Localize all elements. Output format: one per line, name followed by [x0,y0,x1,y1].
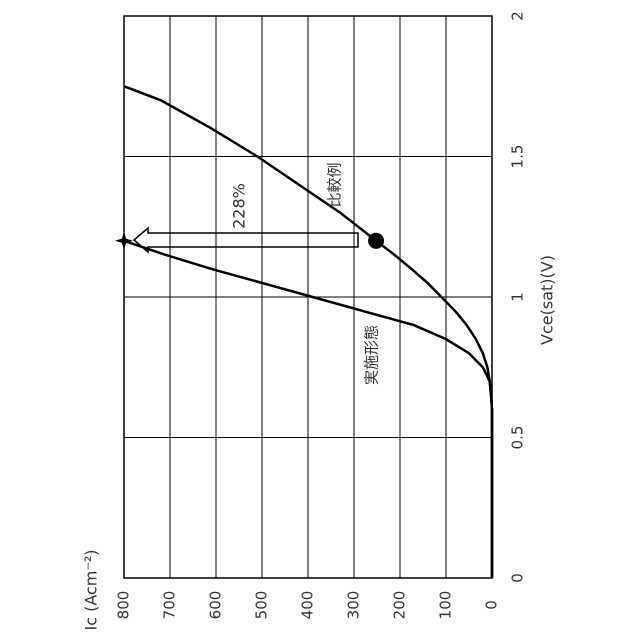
x-tick-label: 2 [509,11,527,21]
embodiment-point [115,232,133,250]
y-tick-label: 500 [253,591,271,620]
y-tick-label: 400 [299,591,317,620]
x-tick-label: 0 [509,573,527,583]
y-tick-label: 100 [437,591,455,620]
y-tick-label: 200 [391,591,409,620]
y-tick-label: 0 [483,600,501,610]
chart: 0 100 200 300 400 500 600 700 800 0 0.5 1 1.5 2 Vce(sa… [0,0,640,640]
arrow-shape [134,228,358,252]
x-tick-label: 1.5 [509,145,527,169]
annotation: 228% [230,183,249,229]
y-tick-label: 300 [345,591,363,620]
y-axis-label: Ic (Acm⁻²) [82,550,101,631]
y-tick-label: 600 [207,591,225,620]
series-label: 実施形態 [363,325,381,385]
x-tick-label: 1 [509,292,527,302]
y-tick-label: 800 [115,591,133,620]
comparison-point [368,233,384,249]
series-label: 比較例 [326,162,344,207]
y-tick-label: 700 [161,591,179,620]
arrow [134,228,358,252]
x-axis-label: Vce(sat)(V) [538,255,557,345]
x-tick-label: 0.5 [509,426,527,450]
